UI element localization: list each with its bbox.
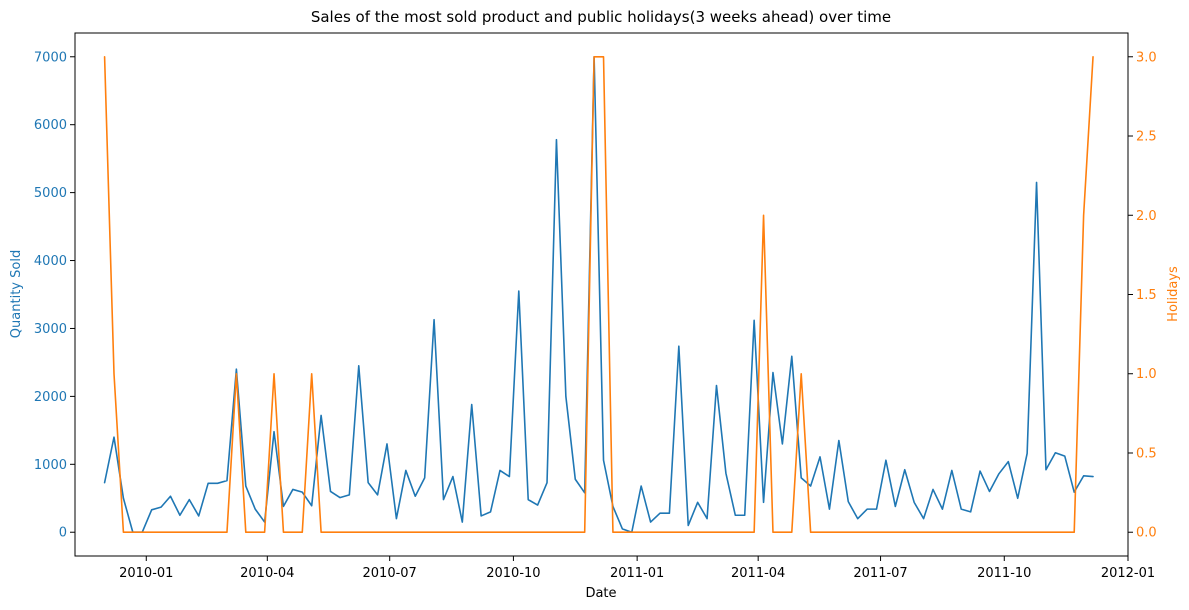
x-tick-label: 2011-07 — [853, 566, 907, 581]
left-y-tick-label: 1000 — [34, 458, 67, 473]
left-y-axis: 0 1000 2000 3000 4000 5000 6000 7000 — [34, 50, 75, 541]
x-tick-label: 2011-10 — [977, 566, 1031, 581]
right-y-tick-label: 3.0 — [1136, 50, 1157, 65]
x-tick-label: 2010-04 — [240, 566, 294, 581]
x-tick-label: 2012-01 — [1101, 566, 1155, 581]
right-y-axis: 0.0 0.5 1.0 1.5 2.0 2.5 3.0 — [1128, 50, 1157, 541]
x-axis: 2010-01 2010-04 2010-07 2010-10 2011-01 2011-… — [119, 556, 1155, 581]
x-tick-label: 2011-01 — [610, 566, 664, 581]
right-y-tick-label: 1.0 — [1136, 367, 1157, 382]
left-y-tick-label: 6000 — [34, 118, 67, 133]
x-tick-label: 2010-01 — [119, 566, 173, 581]
quantity-sold-series-line — [103, 55, 1094, 534]
left-y-tick-label: 0 — [59, 526, 67, 541]
holidays-series-line — [103, 55, 1094, 534]
right-y-tick-label: 0.0 — [1136, 526, 1157, 541]
right-y-axis-label: Holidays — [1166, 266, 1181, 322]
plot-frame — [74, 32, 1129, 557]
right-y-tick-label: 2.5 — [1136, 130, 1157, 145]
x-tick-label: 2010-07 — [363, 566, 417, 581]
left-y-axis-label: Quantity Sold — [9, 250, 24, 338]
left-y-tick-label: 2000 — [34, 390, 67, 405]
x-tick-label: 2011-04 — [731, 566, 785, 581]
left-y-tick-label: 7000 — [34, 50, 67, 65]
right-y-tick-label: 0.5 — [1136, 446, 1157, 461]
x-tick-label: 2010-10 — [486, 566, 540, 581]
right-y-tick-label: 2.0 — [1136, 209, 1157, 224]
left-y-tick-label: 4000 — [34, 254, 67, 269]
x-axis-label: Date — [585, 586, 616, 601]
left-y-tick-label: 5000 — [34, 186, 67, 201]
right-y-tick-label: 1.5 — [1136, 288, 1157, 303]
chart-title: Sales of the most sold product and publi… — [311, 8, 891, 26]
left-y-tick-label: 3000 — [34, 322, 67, 337]
